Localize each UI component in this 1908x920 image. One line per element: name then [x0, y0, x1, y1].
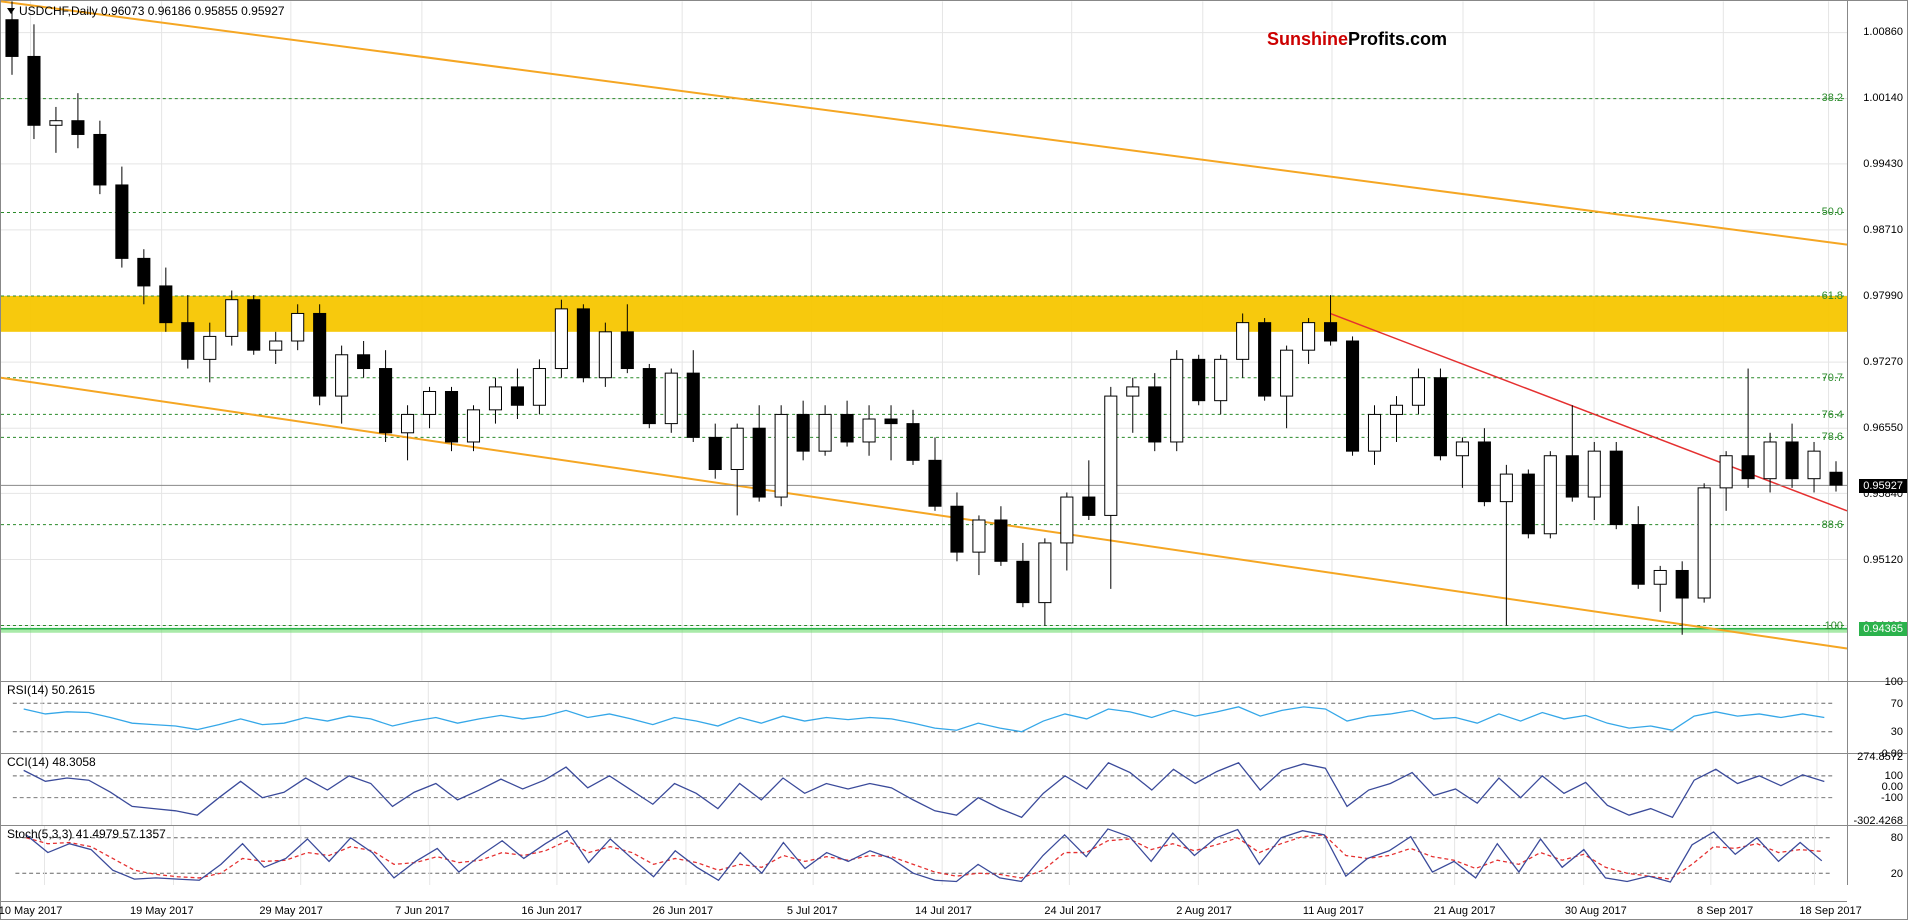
- y-tick-label: 80: [1891, 832, 1903, 844]
- cci-chart: [1, 754, 1847, 825]
- price-chart: [1, 1, 1847, 681]
- fib-label: 78.6: [1822, 431, 1843, 443]
- y-tick-label: 100: [1885, 676, 1903, 688]
- x-tick-label: 10 May 2017: [0, 905, 62, 917]
- x-tick-label: 8 Sep 2017: [1697, 905, 1753, 917]
- fib-label: 100: [1825, 620, 1843, 632]
- y-tick-label: -100: [1881, 792, 1903, 804]
- stoch-y-axis: 80 20: [1847, 826, 1907, 885]
- green-level-tag: 0.94365: [1859, 622, 1907, 636]
- y-tick-label: 274.8572: [1857, 751, 1903, 763]
- fib-label: 88.6: [1822, 519, 1843, 531]
- x-tick-label: 5 Jul 2017: [787, 905, 838, 917]
- x-tick-label: 24 Jul 2017: [1044, 905, 1101, 917]
- chart-title-row: USDCHF,Daily 0.96073 0.96186 0.95855 0.9…: [7, 3, 285, 18]
- ohlc-label: 0.96073 0.96186 0.95855 0.95927: [101, 4, 285, 18]
- y-tick-label: 1.00860: [1863, 26, 1903, 38]
- rsi-panel[interactable]: RSI(14) 50.2615 10070300.00: [1, 681, 1907, 753]
- y-tick-label: 0.97270: [1863, 356, 1903, 368]
- x-tick-label: 30 Aug 2017: [1565, 905, 1627, 917]
- y-tick-label: 0.96550: [1863, 422, 1903, 434]
- rsi-y-axis: 10070300.00: [1847, 682, 1907, 753]
- x-tick-label: 2 Aug 2017: [1176, 905, 1232, 917]
- price-panel[interactable]: 1.00860 1.00140 0.99430 0.98710 0.97990 0.972…: [1, 1, 1907, 681]
- chart-root: USDCHF,Daily 0.96073 0.96186 0.95855 0.9…: [0, 0, 1908, 920]
- x-tick-label: 18 Sep 2017: [1799, 905, 1861, 917]
- fib-label: 70.7: [1822, 372, 1843, 384]
- fib-label: 76.4: [1822, 409, 1843, 421]
- stoch-panel[interactable]: Stoch(5,3,3) 41.4979 57.1357 80 20: [1, 825, 1907, 903]
- rsi-label: RSI(14) 50.2615: [7, 683, 95, 697]
- x-tick-label: 11 Aug 2017: [1303, 905, 1364, 917]
- y-tick-label: 20: [1891, 868, 1903, 880]
- y-tick-label: 30: [1891, 726, 1903, 738]
- stoch-chart: [1, 826, 1847, 885]
- x-tick-label: 19 May 2017: [130, 905, 194, 917]
- price-y-axis: 1.00860 1.00140 0.99430 0.98710 0.97990 0.972…: [1847, 1, 1907, 681]
- x-tick-label: 7 Jun 2017: [395, 905, 449, 917]
- collapse-icon[interactable]: [7, 8, 15, 14]
- y-tick-label: 0.97990: [1863, 290, 1903, 302]
- fib-label: 61.8: [1822, 290, 1843, 302]
- symbol-label: USDCHF,Daily: [19, 4, 98, 18]
- x-tick-label: 14 Jul 2017: [915, 905, 972, 917]
- y-tick-label: 0.95120: [1863, 554, 1903, 566]
- watermark: SunshineProfits.com: [1267, 29, 1447, 50]
- y-tick-label: 0.99430: [1863, 158, 1903, 170]
- rsi-chart: [1, 682, 1847, 753]
- x-tick-label: 29 May 2017: [259, 905, 323, 917]
- y-tick-label: 1.00140: [1863, 92, 1903, 104]
- x-tick-label: 16 Jun 2017: [521, 905, 582, 917]
- fib-label: 50.0: [1822, 206, 1843, 218]
- x-tick-label: 26 Jun 2017: [653, 905, 714, 917]
- cci-panel[interactable]: CCI(14) 48.3058 274.85721000.00-100-302.…: [1, 753, 1907, 825]
- x-tick-label: 21 Aug 2017: [1434, 905, 1496, 917]
- x-axis: 10 May 2017 19 May 2017 29 May 2017 7 Jun 2…: [1, 901, 1847, 919]
- cci-y-axis: 274.85721000.00-100-302.4268: [1847, 754, 1907, 825]
- y-tick-label: 70: [1891, 698, 1903, 710]
- fib-label: 38.2: [1822, 92, 1843, 104]
- stoch-label: Stoch(5,3,3) 41.4979 57.1357: [7, 827, 166, 841]
- y-tick-label: 0.98710: [1863, 224, 1903, 236]
- current-price-tag: 0.95927: [1859, 479, 1907, 493]
- cci-label: CCI(14) 48.3058: [7, 755, 96, 769]
